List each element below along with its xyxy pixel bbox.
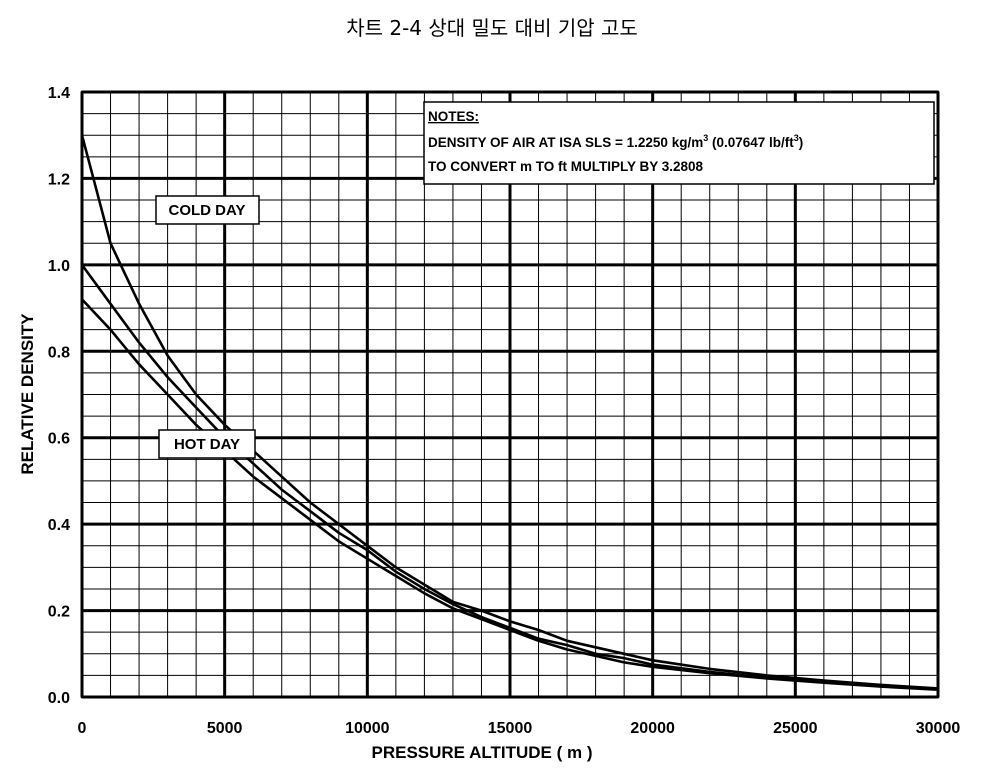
notes-line-2: TO CONVERT m TO ft MULTIPLY BY 3.2808 xyxy=(428,159,704,174)
y-tick-label: 0.8 xyxy=(48,344,70,361)
series-line-2 xyxy=(80,264,939,691)
hot-day-text: HOT DAY xyxy=(174,436,240,453)
series-line-1 xyxy=(80,134,939,690)
notes-box: NOTES: DENSITY OF AIR AT ISA SLS = 1.225… xyxy=(423,101,935,185)
plot-frame xyxy=(80,90,940,699)
y-tick-label: 1.0 xyxy=(48,258,70,275)
notes-line-1: DENSITY OF AIR AT ISA SLS = 1.2250 kg/m3… xyxy=(428,133,803,150)
cold-day-label: COLD DAY xyxy=(155,195,260,225)
y-axis-title: RELATIVE DENSITY xyxy=(18,313,37,475)
y-tick-label: 0.0 xyxy=(48,690,70,707)
y-tick-label: 1.2 xyxy=(48,171,70,188)
x-tick-label: 20000 xyxy=(630,720,675,737)
x-tick-label: 0 xyxy=(78,720,87,737)
x-tick-label: 10000 xyxy=(345,720,390,737)
series-line-3 xyxy=(81,298,939,691)
cold-day-text: COLD DAY xyxy=(169,202,246,219)
notes-heading: NOTES: xyxy=(428,109,479,124)
y-tick-label: 0.2 xyxy=(48,604,70,621)
tick-labels: 0 5000 10000 15000 20000 25000 30000 0.0 0.2 0.4 0… xyxy=(48,85,961,737)
x-tick-label: 5000 xyxy=(207,720,243,737)
x-tick-label: 30000 xyxy=(916,720,961,737)
y-tick-label: 0.6 xyxy=(48,431,70,448)
hot-day-label: HOT DAY xyxy=(158,429,256,459)
x-tick-label: 15000 xyxy=(488,720,533,737)
y-tick-label: 1.4 xyxy=(48,85,70,102)
page-title: 차트 2-4 상대 밀도 대비 기압 고도 xyxy=(346,16,638,40)
series-layer xyxy=(80,134,939,691)
x-tick-label: 25000 xyxy=(773,720,818,737)
x-axis-title: PRESSURE ALTITUDE ( m ) xyxy=(371,743,592,762)
y-tick-label: 0.4 xyxy=(48,517,70,534)
